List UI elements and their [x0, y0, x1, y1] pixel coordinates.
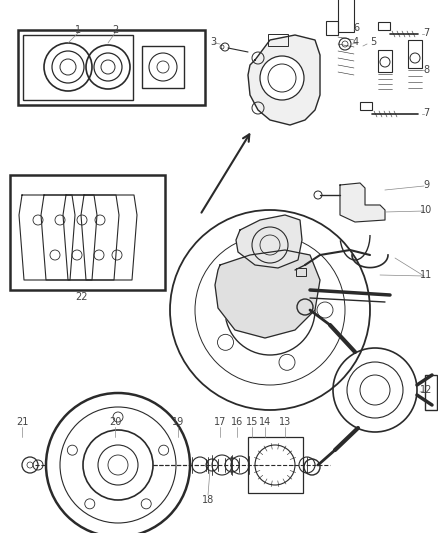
Bar: [23, 35, 133, 100]
Text: 16: 16: [230, 417, 243, 427]
Text: 11: 11: [419, 270, 431, 280]
Text: 4: 4: [352, 37, 358, 47]
Polygon shape: [247, 35, 319, 125]
Bar: [337, 0, 353, 32]
Text: 21: 21: [16, 417, 28, 427]
Text: 13: 13: [278, 417, 290, 427]
Bar: [247, 437, 302, 493]
Bar: [10, 175, 165, 290]
Text: 20: 20: [109, 417, 121, 427]
Text: 19: 19: [172, 417, 184, 427]
Bar: [359, 102, 371, 110]
Text: 15: 15: [245, 417, 258, 427]
Text: 7: 7: [422, 28, 428, 38]
Bar: [424, 375, 436, 410]
Text: 12: 12: [419, 385, 431, 395]
Text: 7: 7: [422, 108, 428, 118]
Bar: [377, 22, 389, 30]
Text: 6: 6: [352, 23, 358, 33]
Polygon shape: [215, 250, 319, 338]
Circle shape: [259, 56, 303, 100]
Bar: [18, 30, 205, 105]
Text: 1: 1: [75, 25, 81, 35]
Polygon shape: [236, 215, 301, 268]
Bar: [267, 34, 287, 46]
Bar: [325, 21, 337, 35]
Text: 3: 3: [209, 37, 215, 47]
Text: 9: 9: [422, 180, 428, 190]
Bar: [377, 50, 391, 72]
Text: 18: 18: [201, 495, 214, 505]
Text: 10: 10: [419, 205, 431, 215]
Bar: [141, 46, 184, 88]
Bar: [295, 268, 305, 276]
Polygon shape: [339, 183, 384, 222]
Text: 2: 2: [112, 25, 118, 35]
Text: 8: 8: [422, 65, 428, 75]
Text: 14: 14: [258, 417, 271, 427]
Text: 22: 22: [76, 292, 88, 302]
Bar: [407, 40, 421, 68]
Text: 17: 17: [213, 417, 226, 427]
Text: 5: 5: [369, 37, 375, 47]
